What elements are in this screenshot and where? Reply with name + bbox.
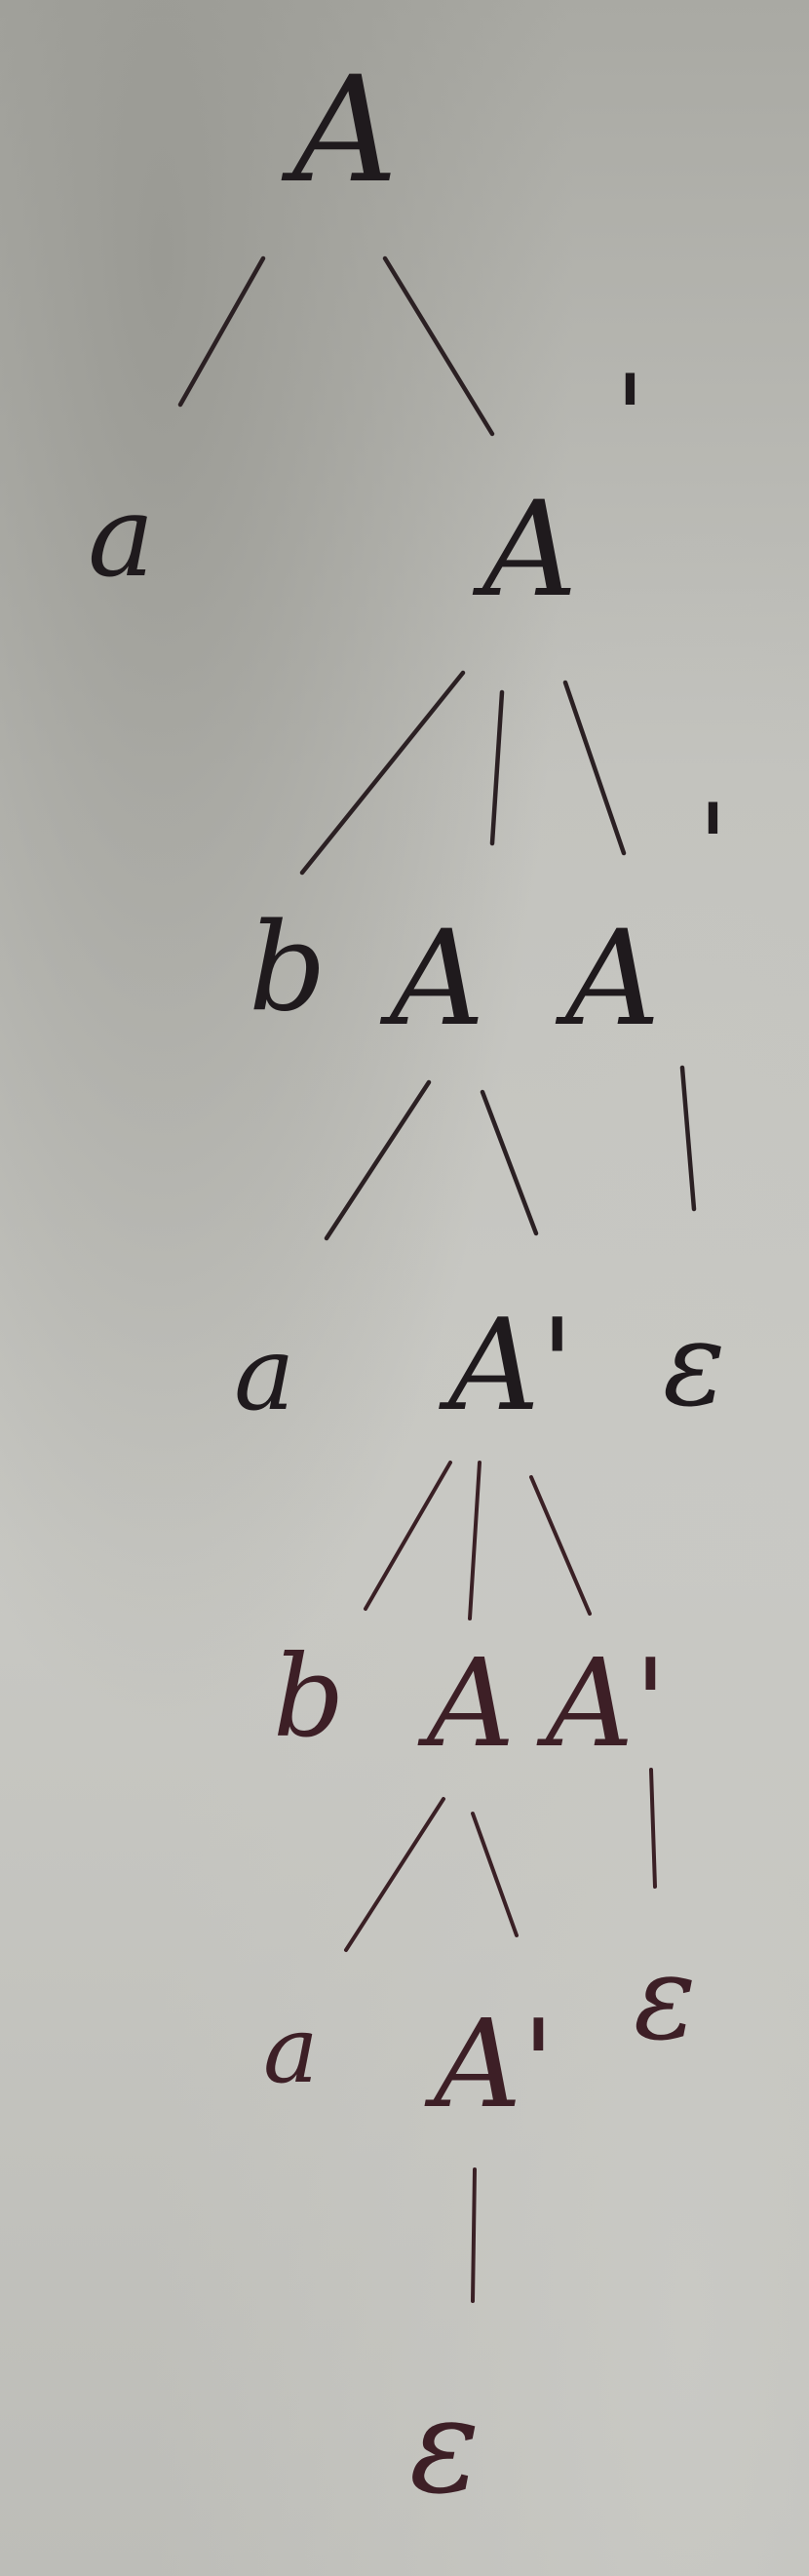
node-epsilon-level3: ε (663, 1297, 725, 1432)
edge-Aprime3-epsilon (649, 1768, 657, 1889)
edge-A-Aprime (562, 680, 627, 856)
node-Aprime-level2-right: A (555, 902, 661, 1055)
node-b-level4: b (273, 1632, 345, 1763)
node-b-level2: b (249, 897, 327, 1038)
edge-root-a (177, 255, 266, 408)
edge-Aprime2-b (364, 1461, 452, 1611)
node-Aprime-level4: A' (536, 1633, 668, 1775)
node-epsilon-level5: ε (634, 1931, 696, 2066)
node-Aprime-level5: A' (424, 1994, 556, 2135)
edge-A2-a (324, 1079, 432, 1241)
edge-Aprime4-epsilon (471, 2167, 477, 2303)
node-A-level4: A (417, 1633, 515, 1775)
node-root-A: A (281, 46, 398, 215)
tree-nodes: A a A ' b A A ' a A' ε b A A' a A' ε ε (88, 46, 729, 2522)
node-a-level5: a (263, 1997, 319, 2104)
edge-A3-a (344, 1797, 445, 1952)
edge-A-A (489, 689, 505, 846)
node-a-level1: a (88, 472, 155, 603)
node-A-level2-middle: A (379, 902, 485, 1055)
edge-root-A (382, 255, 495, 437)
edge-A2-Aprime (480, 1089, 539, 1236)
edge-Aprime2-Aprime (529, 1475, 592, 1616)
prime-mark-level2: ' (697, 780, 729, 916)
node-Aprime-level3: A' (439, 1291, 575, 1439)
edge-Aprime2-A (468, 1461, 482, 1620)
edge-Aprime-epsilon (679, 1065, 697, 1212)
node-A-level1: A (472, 473, 578, 626)
node-epsilon-level6: ε (409, 2369, 480, 2522)
node-a-level3: a (234, 1314, 295, 1433)
prime-mark-level1: ' (614, 351, 646, 487)
tree-edges (177, 255, 697, 2303)
edge-A3-Aprime (471, 1812, 519, 1937)
edge-A-b (299, 670, 466, 876)
